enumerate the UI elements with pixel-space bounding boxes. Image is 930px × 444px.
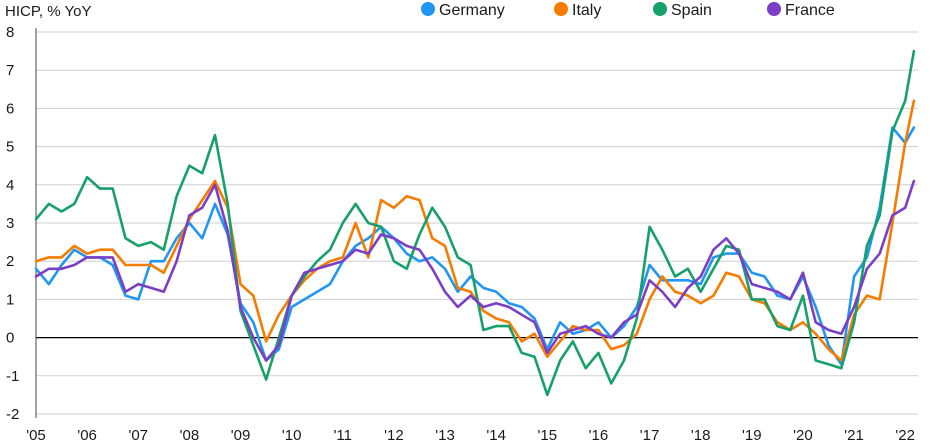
x-tick-label: '09: [231, 427, 251, 444]
x-tick-label: '11: [334, 427, 352, 444]
x-tick-label: '05: [26, 427, 46, 444]
x-tick-label: '21: [844, 427, 864, 444]
legend-label: Italy: [572, 2, 601, 19]
y-tick-label: 6: [6, 100, 14, 117]
x-tick-label: '10: [282, 427, 302, 444]
y-tick-label: 8: [6, 24, 14, 41]
legend-item-spain: Spain: [653, 2, 712, 19]
y-tick-label: -1: [6, 368, 19, 385]
legend-marker: [653, 2, 667, 16]
legend-label: France: [785, 2, 835, 19]
x-tick-label: '12: [384, 427, 404, 444]
y-tick-label: -2: [6, 406, 19, 423]
axis-layer: -2 -1 0 1 2 3 4 5 6 7 8 '05 '06 '07 '08 '09 '10 '11 '12 '13…: [6, 24, 915, 444]
legend-marker: [554, 2, 568, 16]
legend-item-france: France: [767, 2, 835, 19]
grid-layer: [36, 31, 918, 415]
y-tick-label: 1: [6, 291, 14, 308]
legend-marker: [767, 2, 781, 16]
x-tick-label: '14: [486, 427, 506, 444]
x-tick-label: '08: [180, 427, 200, 444]
y-tick-label: 7: [6, 62, 14, 79]
y-tick-label: 0: [6, 330, 14, 347]
x-tick-label: '20: [793, 427, 813, 444]
series-line-spain: [34, 49, 916, 397]
x-tick-label: '13: [435, 427, 455, 444]
x-tick-label: '19: [742, 427, 762, 444]
x-tick-label: '06: [77, 427, 97, 444]
legend-label: Germany: [439, 2, 505, 19]
series-line-france: [34, 179, 916, 362]
x-tick-label: '16: [589, 427, 609, 444]
x-tick-label: '22: [895, 427, 915, 444]
legend-item-italy: Italy: [554, 2, 601, 19]
y-tick-label: 4: [6, 177, 14, 194]
x-tick-label: '07: [128, 427, 148, 444]
y-tick-label: 5: [6, 139, 14, 156]
x-tick-label: '17: [640, 427, 660, 444]
legend-label: Spain: [671, 2, 712, 19]
y-tick-label: 2: [6, 253, 14, 270]
x-tick-label: '15: [538, 427, 558, 444]
x-tick-label: '18: [691, 427, 711, 444]
series-layer: [34, 49, 916, 397]
legend: Germany Italy Spain France: [421, 2, 835, 19]
y-tick-label: 3: [6, 215, 14, 232]
y-axis-unit-label: HICP, % YoY: [5, 3, 91, 20]
legend-marker: [421, 2, 435, 16]
legend-item-germany: Germany: [421, 2, 505, 19]
